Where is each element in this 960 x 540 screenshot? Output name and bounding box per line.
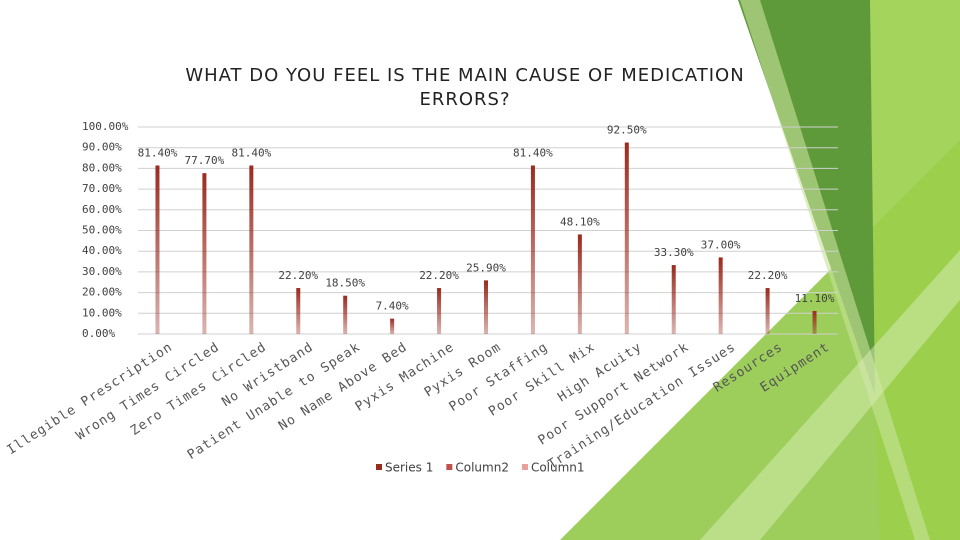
data-label: 33.30% [654,246,694,259]
data-label: 77.70% [185,154,225,167]
bar [343,295,348,334]
bar [202,173,207,334]
bar [484,280,488,334]
legend-swatch [376,464,382,470]
y-tick-label: 50.00% [82,224,122,237]
legend-label: Series 1 [385,461,433,475]
y-tick-label: 100.00% [82,120,129,133]
y-tick-label: 20.00% [82,286,122,299]
y-tick-label: 80.00% [82,161,122,174]
bar [390,318,395,334]
bar [765,288,770,334]
y-tick-label: 40.00% [82,244,122,257]
data-label: 22.20% [278,269,318,282]
data-label: 25.90% [466,261,506,274]
bar [437,288,442,334]
bar [249,165,254,334]
data-label: 7.40% [376,300,409,313]
y-tick-label: 90.00% [82,141,122,154]
bar [718,257,723,334]
data-label: 81.40% [513,147,553,160]
bar [812,311,817,334]
data-label: 37.00% [701,238,741,251]
data-label: 92.50% [607,124,647,137]
data-label: 11.10% [795,292,835,305]
data-label: 22.20% [748,269,788,282]
data-label: 48.10% [560,215,600,228]
y-tick-label: 10.00% [82,306,122,319]
chart-title: WHAT DO YOU FEEL IS THE MAIN CAUSE OF ME… [185,65,745,110]
legend-label: Column2 [455,461,509,475]
bar [296,288,301,334]
legend-label: Column1 [531,461,585,475]
decoration [560,0,960,540]
bar [624,142,629,334]
bar [530,165,535,334]
data-label: 81.40% [231,147,271,160]
y-tick-label: 30.00% [82,265,122,278]
bar [671,265,676,334]
bar [577,234,582,334]
y-tick-label: 70.00% [82,182,122,195]
data-label: 22.20% [419,269,459,282]
data-label: 81.40% [138,147,178,160]
legend-swatch [446,464,453,470]
legend-swatch [521,464,528,470]
y-tick-label: 60.00% [82,203,122,216]
y-tick-label: 0.00% [82,327,115,340]
bar [155,165,160,334]
data-label: 18.50% [325,277,365,290]
